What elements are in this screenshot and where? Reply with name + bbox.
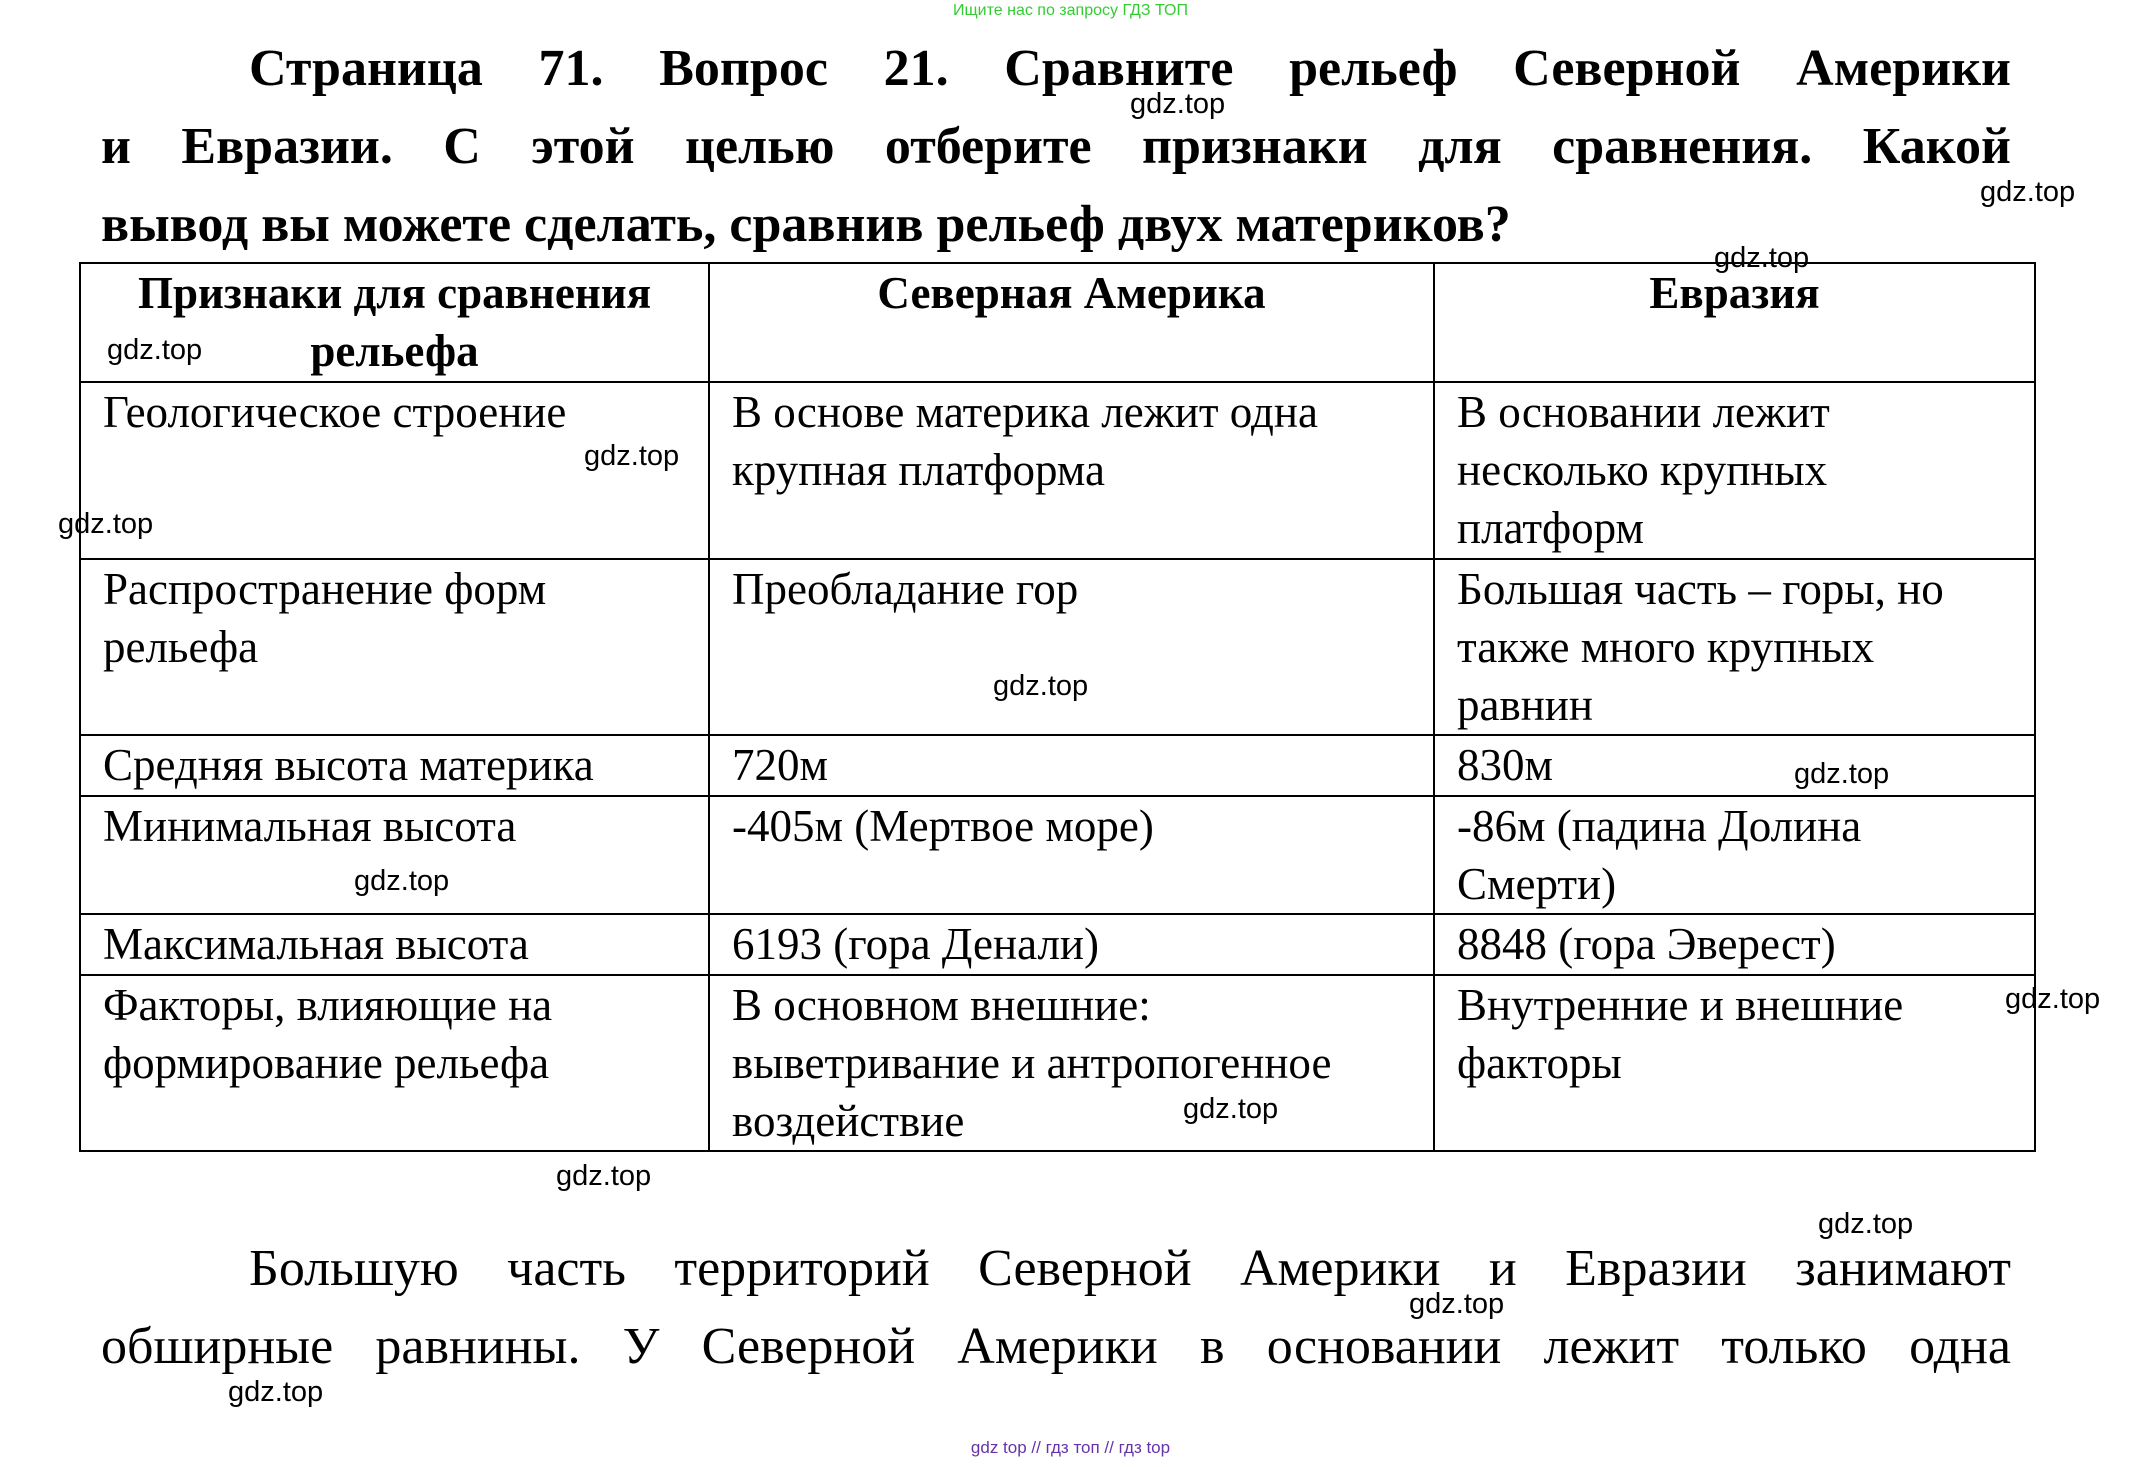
table-row: Геологическое строение В основе материка… — [79, 381, 2036, 560]
watermark: gdz.top — [993, 670, 1089, 702]
watermark: gdz.top — [354, 865, 450, 897]
paragraph-line: обширные равнины. У Северной Америки в о… — [101, 1318, 2011, 1375]
watermark: gdz.top — [1130, 88, 1226, 120]
table-cell: -86м (падина Долина Смерти) — [1433, 795, 2036, 915]
top-note: Ищите нас по запросу ГДЗ ТОП — [953, 2, 1188, 19]
table-row: Минимальная высота -405м (Мертвое море) … — [79, 795, 2036, 915]
title-line: и Евразии. С этой целью отберите признак… — [101, 118, 2011, 175]
table-cell: 6193 (гора Денали) — [708, 913, 1435, 976]
watermark: gdz.top — [556, 1160, 652, 1192]
table-header-row: Признаки для сравнения рельефа Северная … — [79, 262, 2036, 383]
table-cell: -405м (Мертвое море) — [708, 795, 1435, 915]
table-row: Распространение форм рельефа Преобладани… — [79, 558, 2036, 736]
table-cell: Средняя высота материка — [79, 734, 710, 797]
table-cell: Геологическое строение — [79, 381, 710, 560]
watermark: gdz.top — [2005, 983, 2101, 1015]
table-row: Максимальная высота 6193 (гора Денали) 8… — [79, 913, 2036, 976]
header-cell: Признаки для сравнения рельефа — [79, 262, 710, 383]
title-line: вывод вы можете сделать, сравнив рельеф … — [101, 196, 1511, 253]
watermark: gdz.top — [1183, 1093, 1279, 1125]
header-cell: Северная Америка — [708, 262, 1435, 383]
footer-links: gdz top // гдз топ // гдз top — [970, 1438, 1171, 1457]
paragraph-line: Большую часть территорий Северной Америк… — [249, 1240, 2011, 1297]
table-row: Средняя высота материка 720м 830м — [79, 734, 2036, 797]
table-cell: Распространение форм рельефа — [79, 558, 710, 736]
watermark: gdz.top — [1714, 242, 1810, 274]
table-cell: 8848 (гора Эверест) — [1433, 913, 2036, 976]
table-cell: 720м — [708, 734, 1435, 797]
table-cell: Внутренние и внешние факторы — [1433, 974, 2036, 1152]
header-cell: Евразия — [1433, 262, 2036, 383]
question-title: Страница 71. Вопрос 21. Сравните рельеф … — [101, 30, 2011, 264]
watermark: gdz.top — [1794, 758, 1890, 790]
comparison-table: Признаки для сравнения рельефа Северная … — [79, 262, 2036, 1152]
table-cell: 830м — [1433, 734, 2036, 797]
table-cell: Минимальная высота — [79, 795, 710, 915]
table-cell: Преобладание гор — [708, 558, 1435, 736]
table-cell: В основании лежит несколько крупных плат… — [1433, 381, 2036, 560]
table-cell: Максимальная высота — [79, 913, 710, 976]
watermark: gdz.top — [58, 508, 154, 540]
table-cell: В основном внешние: выветривание и антро… — [708, 974, 1435, 1152]
watermark: gdz.top — [1818, 1208, 1914, 1240]
watermark: gdz.top — [228, 1376, 324, 1408]
watermark: gdz.top — [1409, 1288, 1505, 1320]
watermark: gdz.top — [1980, 176, 2076, 208]
answer-paragraph: Большую часть территорий Северной Америк… — [101, 1230, 2011, 1386]
watermark: gdz.top — [584, 440, 680, 472]
title-line: Страница 71. Вопрос 21. Сравните рельеф … — [249, 40, 2011, 97]
watermark: gdz.top — [107, 334, 203, 366]
table-cell: В основе материка лежит одна крупная пла… — [708, 381, 1435, 560]
table-cell: Факторы, влияющие на формирование рельеф… — [79, 974, 710, 1152]
table-cell: Большая часть – горы, но также много кру… — [1433, 558, 2036, 736]
table-row: Факторы, влияющие на формирование рельеф… — [79, 974, 2036, 1152]
